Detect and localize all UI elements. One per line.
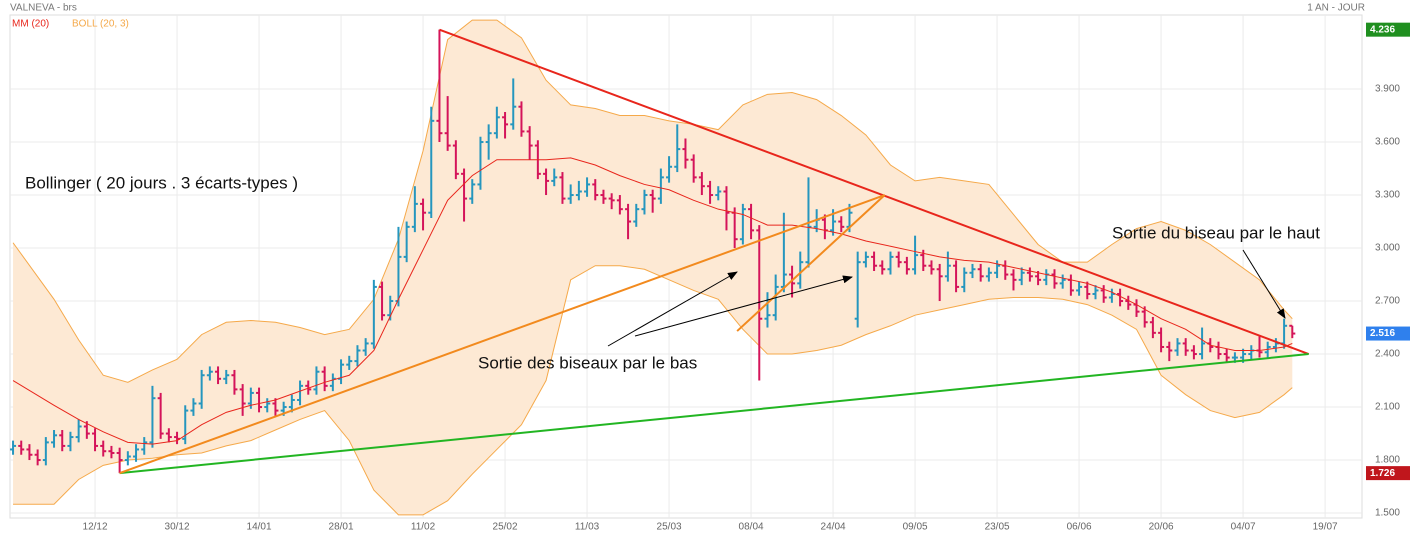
annotation: Sortie des biseaux par le bas bbox=[478, 353, 697, 372]
chart-title: VALNEVA - brs bbox=[10, 3, 77, 14]
period: 1 AN - JOUR bbox=[1307, 3, 1365, 14]
trend-line bbox=[119, 194, 886, 475]
annotation: Sortie du biseau par le haut bbox=[1112, 223, 1320, 242]
x-tick-label: 04/07 bbox=[1231, 522, 1256, 533]
y-tick-label: 3.900 bbox=[1375, 84, 1400, 95]
price-marker-label: 1.726 bbox=[1370, 468, 1395, 479]
y-tick-label: 1.800 bbox=[1375, 455, 1400, 466]
x-tick-label: 11/03 bbox=[575, 522, 600, 533]
x-tick-label: 08/04 bbox=[739, 522, 764, 533]
x-tick-label: 12/12 bbox=[83, 522, 108, 533]
price-marker-label: 2.516 bbox=[1370, 328, 1395, 339]
annotation: Bollinger ( 20 jours . 3 écarts-types ) bbox=[25, 173, 298, 192]
legend-boll: BOLL (20, 3) bbox=[72, 19, 129, 30]
x-tick-label: 06/06 bbox=[1067, 522, 1092, 533]
x-tick-label: 30/12 bbox=[165, 522, 190, 533]
x-tick-label: 11/02 bbox=[411, 522, 436, 533]
moving-average bbox=[12, 157, 1293, 445]
legend-mm: MM (20) bbox=[12, 19, 49, 30]
y-tick-label: 2.100 bbox=[1375, 402, 1400, 413]
band-upper bbox=[12, 19, 1293, 383]
y-tick-label: 3.600 bbox=[1375, 137, 1400, 148]
x-tick-label: 25/03 bbox=[657, 522, 682, 533]
trend-line bbox=[736, 194, 886, 332]
y-tick-label: 2.400 bbox=[1375, 349, 1400, 360]
price-marker bbox=[1366, 326, 1410, 341]
price-marker-label: 4.236 bbox=[1370, 24, 1395, 35]
x-tick-label: 24/04 bbox=[821, 522, 846, 533]
y-tick-label: 2.700 bbox=[1375, 296, 1400, 307]
x-tick-label: 20/06 bbox=[1149, 522, 1174, 533]
price-marker bbox=[1366, 22, 1410, 37]
arrow bbox=[607, 271, 738, 347]
x-tick-label: 14/01 bbox=[247, 522, 272, 533]
band-lower bbox=[13, 265, 1293, 516]
trend-line bbox=[119, 353, 1309, 475]
x-tick-label: 09/05 bbox=[903, 522, 928, 533]
trend-line bbox=[439, 28, 1310, 355]
y-tick-label: 3.300 bbox=[1375, 190, 1400, 201]
arrow bbox=[1242, 249, 1286, 319]
y-tick-label: 1.500 bbox=[1375, 508, 1400, 519]
price-marker bbox=[1366, 466, 1410, 481]
x-tick-label: 19/07 bbox=[1313, 522, 1338, 533]
x-tick-label: 25/02 bbox=[493, 522, 518, 533]
x-tick-label: 23/05 bbox=[985, 522, 1010, 533]
y-tick-label: 3.000 bbox=[1375, 243, 1400, 254]
arrow bbox=[634, 275, 853, 337]
x-tick-label: 28/01 bbox=[329, 522, 354, 533]
